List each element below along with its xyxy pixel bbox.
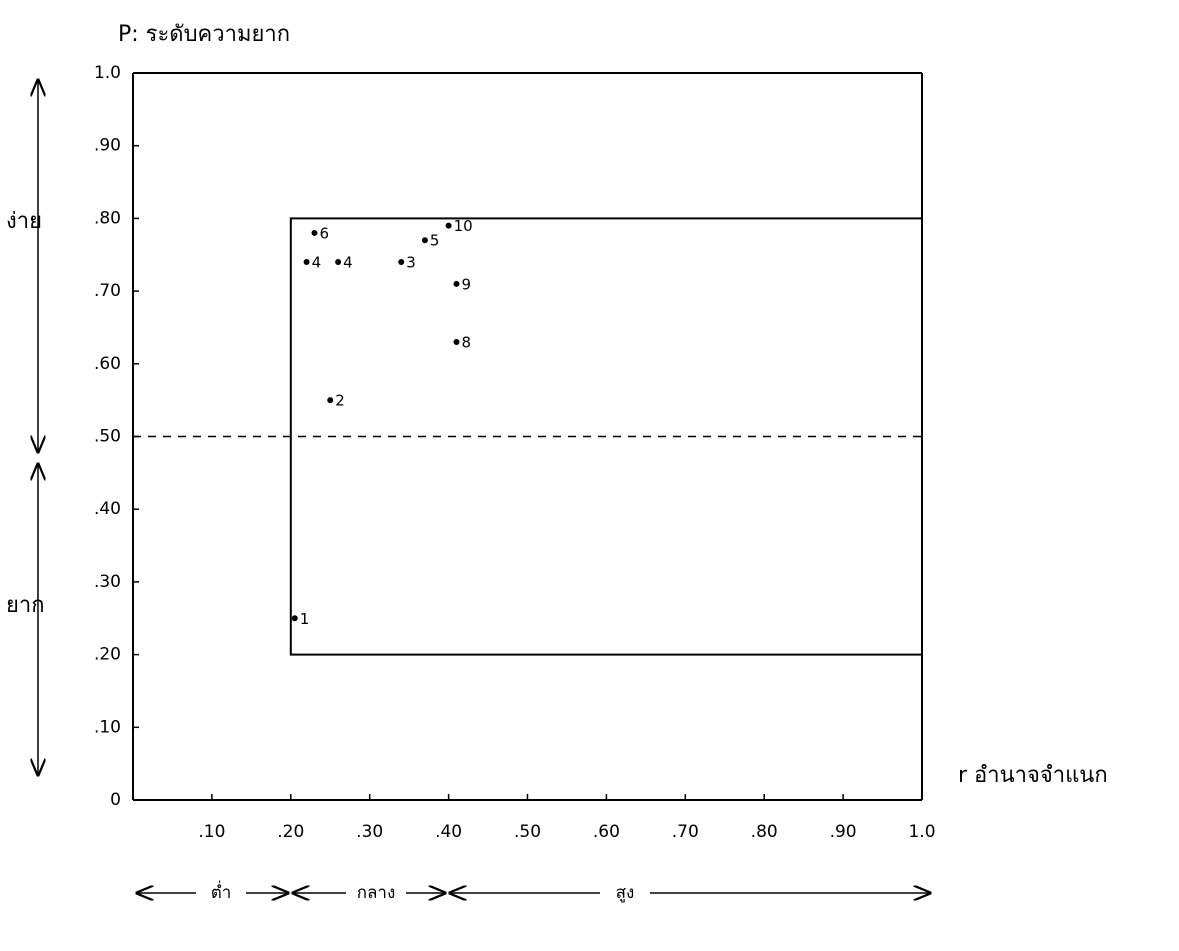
x-tick-label: .80 [751,822,778,842]
x-tick-label: .50 [514,822,541,842]
point-label: 8 [461,333,471,351]
point [303,259,310,266]
point [335,259,342,266]
x-axis-label: r อำนาจจำแนก [958,763,1108,788]
point-label: 3 [406,254,416,272]
x-tick-label: .30 [356,822,383,842]
point [291,615,298,622]
y-tick-label: 1.0 [94,63,121,83]
point-label: 5 [430,232,440,250]
point [453,338,460,345]
y-tick-label: .60 [94,354,121,374]
label-bg [600,880,650,906]
y-tick-label: .40 [94,499,121,519]
x-tick-label: .90 [830,822,857,842]
chart-title: P: ระดับความยาก [118,22,290,47]
label-bg [346,880,406,906]
y-tick-label: .70 [94,281,121,301]
point [445,222,452,229]
y-tick-label: 0 [110,790,121,810]
point-label: 2 [335,392,345,410]
x-tick-label: .70 [672,822,699,842]
point [311,229,318,236]
point [421,237,428,244]
y-tick-label: .90 [94,136,121,156]
point [453,280,460,287]
point-label: 4 [343,254,353,272]
y-tick-label: .80 [94,208,121,228]
x-band-label: ต่ำ [211,880,232,903]
y-tick-label: .50 [94,427,121,447]
y-band-label: ง่าย [6,209,42,234]
point-label: 10 [454,217,473,235]
x-band-label: สูง [616,883,635,903]
label-bg [196,880,246,906]
x-tick-label: .10 [198,822,225,842]
x-tick-label: .60 [593,822,620,842]
y-tick-label: .10 [94,717,121,737]
x-tick-label: .40 [435,822,462,842]
y-tick-label: .20 [94,645,121,665]
point-label: 1 [300,610,310,628]
point-label: 6 [319,224,329,242]
y-tick-label: .30 [94,572,121,592]
point-label: 4 [312,254,322,272]
x-tick-label: .20 [277,822,304,842]
point [327,397,334,404]
x-tick-label: 1.0 [908,822,935,842]
x-band-label: กลาง [357,883,396,903]
point-label: 9 [461,275,471,293]
y-band-label: ยาก [6,593,45,618]
point [398,259,405,266]
